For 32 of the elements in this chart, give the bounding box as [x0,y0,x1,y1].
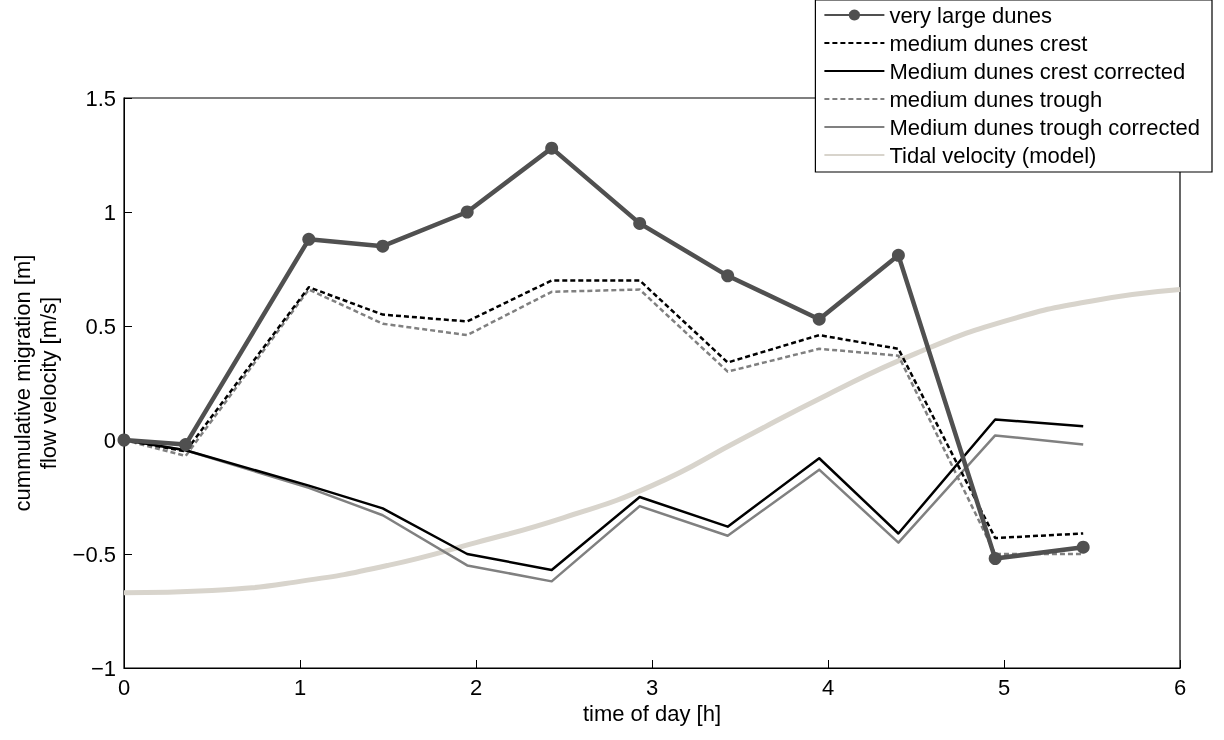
x-tick-label: 1 [293,674,307,700]
point [891,248,905,262]
legend-label: Medium dunes trough corrected [889,114,1201,140]
y-tick-label: −1 [90,655,116,681]
point [179,438,193,452]
y-tick-label: 1.5 [85,85,116,111]
point [545,141,559,155]
y-axis-title: cummulative migration [m] flow velocity [m/s] [10,254,62,512]
legend-label: medium dunes crest [889,30,1088,56]
legend-label: medium dunes trough [889,86,1103,112]
x-tick-label: 2 [469,674,483,700]
point [721,269,735,283]
point [988,552,1002,566]
legend-label: Tidal velocity (model) [889,142,1097,168]
legend-label: very large dunes [889,2,1053,28]
point [812,312,826,326]
point [460,205,474,219]
x-tick-label: 3 [645,674,659,700]
x-tick-label: 4 [821,674,835,700]
y-tick-label: −0.5 [72,541,116,567]
point [117,433,131,447]
point [302,232,316,246]
legend-label: Medium dunes crest corrected [889,58,1186,84]
point [376,239,390,253]
y-tick-label: 0.5 [85,313,116,339]
x-tick-label: 6 [1173,674,1187,700]
point [633,216,647,230]
point [1076,540,1090,554]
x-axis-title: time of day [h] [582,701,722,727]
y-tick-label: 1 [103,199,116,225]
y-tick-label: 0 [103,427,116,453]
x-tick-label: 5 [997,674,1011,700]
